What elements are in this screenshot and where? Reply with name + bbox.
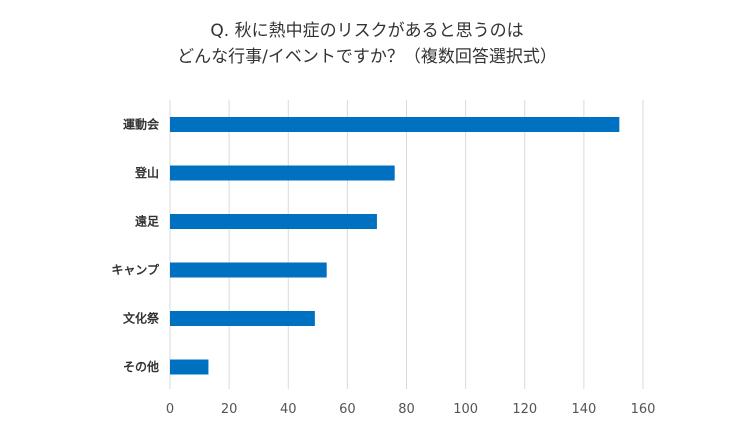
- x-tick-label-120: 120: [512, 402, 537, 417]
- category-label-3: 遠足: [135, 214, 159, 229]
- category-label-2: 登山: [134, 165, 159, 180]
- bar-1: [170, 117, 620, 132]
- category-label-4: キャンプ: [111, 262, 160, 277]
- category-label-5: 文化祭: [123, 311, 160, 326]
- x-tick-label-100: 100: [453, 402, 478, 417]
- x-tick-label-80: 80: [398, 402, 415, 417]
- x-tick-label-160: 160: [631, 402, 656, 417]
- x-tick-labels: 0 20 40 60 80 100 120 140 160: [166, 402, 656, 417]
- x-tick-label-40: 40: [280, 402, 297, 417]
- bar-5: [170, 311, 315, 326]
- bar-4: [170, 262, 327, 278]
- x-tick-label-0: 0: [166, 402, 174, 417]
- grid-lines: [169, 100, 644, 389]
- bars: [170, 117, 620, 375]
- category-label-1: 運動会: [123, 117, 160, 132]
- chart-title-line-2: どんな行事/イベントですか？（複数回答選択式）: [177, 47, 557, 67]
- bar-6: [170, 359, 209, 375]
- x-tick-label-140: 140: [571, 402, 596, 417]
- bar-3: [170, 214, 377, 229]
- x-tick-label-60: 60: [339, 402, 356, 417]
- x-tick-label-20: 20: [221, 402, 238, 417]
- bar-2: [170, 165, 395, 181]
- chart-title: Q. 秋に熱中症のリスクがあると思うのは どんな行事/イベントですか？（複数回答…: [0, 18, 734, 70]
- chart-title-line-1: Q. 秋に熱中症のリスクがあると思うのは: [210, 21, 524, 41]
- category-label-6: その他: [123, 359, 159, 374]
